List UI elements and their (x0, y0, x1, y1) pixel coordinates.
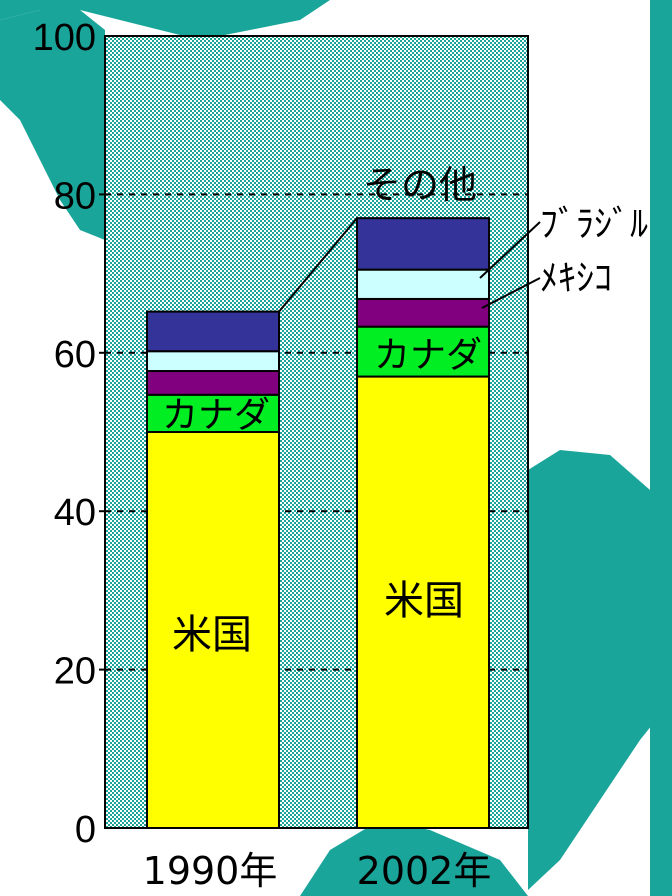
bars-layer (146, 217, 490, 829)
label-canada-1990: カナダ (162, 395, 270, 436)
right-edge-shape (650, 0, 672, 896)
y-tick-60: 60 (54, 334, 96, 376)
bar-0-segment-2 (146, 370, 280, 396)
bar-0-segment-4 (146, 310, 280, 353)
north-america-shape (0, 0, 330, 40)
bar-0-segment-3 (146, 350, 280, 373)
bar-0-segment-0 (146, 431, 280, 829)
x-label-0: 1990年 (143, 849, 278, 893)
y-tick-100: 100 (33, 17, 96, 59)
y-tick-20: 20 (54, 651, 96, 693)
y-tick-0: 0 (75, 809, 96, 851)
bar-1-segment-4 (356, 217, 490, 271)
label-us-2002: 米国 (384, 578, 464, 624)
callout-brazil: ﾌﾞﾗｼﾞﾙ (540, 204, 648, 245)
callout-other: その他 (363, 163, 477, 207)
y-axis-ticks: 0 20 40 60 80 100 (33, 17, 105, 851)
label-us-1990: 米国 (172, 612, 252, 658)
bar-1-segment-3 (356, 268, 490, 300)
label-canada-2002: カナダ (374, 335, 482, 376)
west-coast-shape (0, 10, 105, 240)
callout-brazil-line (479, 221, 541, 279)
connector-lines (278, 217, 358, 313)
x-label-1: 2002年 (357, 849, 492, 893)
bar-0-segment-1 (146, 393, 280, 433)
south-america-bottom-shape (300, 820, 528, 896)
callout-mexico: ﾒｷｼｺ (540, 258, 612, 299)
x-axis-labels: 1990年 2002年 (143, 849, 492, 893)
connector-top (278, 217, 358, 313)
bar-1-segment-1 (356, 325, 490, 378)
south-america-shape (528, 450, 672, 890)
y-tick-80: 80 (54, 175, 96, 217)
bar-1-segment-2 (356, 297, 490, 328)
bar-1-segment-0 (356, 375, 490, 829)
y-tick-40: 40 (54, 492, 96, 534)
callout-mexico-line (481, 277, 541, 309)
